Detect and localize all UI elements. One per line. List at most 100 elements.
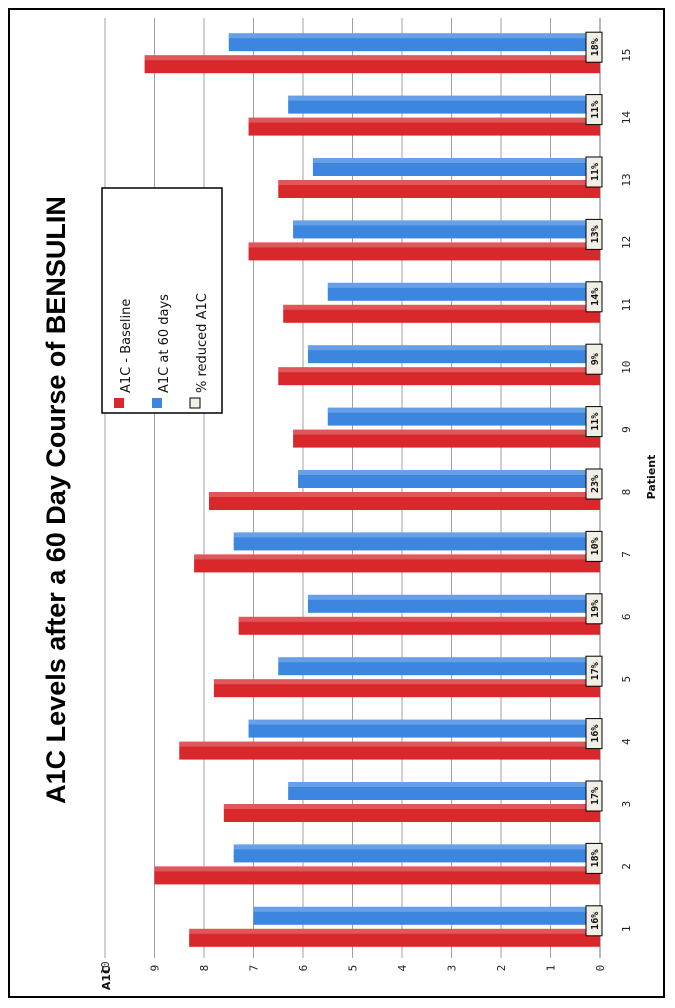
x-tick-label: 11 <box>620 298 633 311</box>
bar-baseline-highlight <box>189 928 600 934</box>
bar-baseline <box>208 492 600 510</box>
bar-baseline-highlight <box>278 367 600 373</box>
bar-baseline-highlight <box>248 242 601 248</box>
percent-label: 14% <box>590 288 601 306</box>
percent-label-box <box>585 842 603 874</box>
bar-sixty-days <box>233 532 600 551</box>
bars <box>144 33 601 947</box>
percent-labels: 16% 18% 17% 16% 17% 19% 10% 23% 11% 9% 14% 13% 11% 11… <box>585 31 603 937</box>
bar-sixty-days <box>298 470 600 488</box>
bar-baseline-highlight <box>208 492 600 497</box>
percent-label: 18% <box>590 849 601 867</box>
bar-sixty-days <box>293 220 600 239</box>
percent-label: 9% <box>590 353 601 365</box>
percent-label-box <box>585 780 603 812</box>
x-tick-label: 7 <box>620 551 633 558</box>
bar-sixty-days-highlight <box>293 220 600 226</box>
percent-label-box <box>585 156 603 188</box>
percent-label: 17% <box>590 787 601 805</box>
x-tick-label: 9 <box>620 426 633 433</box>
bar-baseline <box>278 367 600 386</box>
bar-sixty-days-highlight <box>233 844 600 850</box>
bar-baseline-highlight <box>213 679 600 685</box>
bar-baseline-highlight <box>278 180 600 185</box>
bar-baseline-highlight <box>238 616 600 622</box>
x-tick-label: 3 <box>620 801 633 808</box>
x-tick-label: 12 <box>620 236 633 249</box>
y-tick-label: 5 <box>347 965 360 972</box>
percent-label: 11% <box>590 413 601 431</box>
bar-sixty-days <box>307 594 600 613</box>
bar-sixty-days-highlight <box>288 95 600 101</box>
percent-label: 13% <box>590 225 601 243</box>
bar-baseline <box>213 679 600 698</box>
bar-baseline <box>293 429 600 448</box>
legend-label-sixty-days: A1C at 60 days <box>157 294 172 393</box>
legend-swatch-baseline <box>114 398 124 408</box>
bar-sixty-days <box>248 719 601 738</box>
bar-sixty-days-highlight <box>248 719 601 725</box>
x-tick-label: 14 <box>620 111 633 125</box>
percent-label: 16% <box>590 725 601 743</box>
bar-baseline-highlight <box>179 741 600 747</box>
percent-label: 23% <box>590 475 601 493</box>
percent-label: 18% <box>590 38 601 56</box>
percent-label: 17% <box>590 662 601 680</box>
legend-swatch-sixty-days <box>152 398 162 408</box>
chart-title: A1C Levels after a 60 Day Course of BENS… <box>41 196 71 804</box>
bar-baseline-highlight <box>154 866 600 872</box>
y-tick-label: 8 <box>198 965 211 972</box>
bar-baseline <box>154 866 600 885</box>
legend-box <box>101 187 223 414</box>
x-tick-label: 15 <box>620 49 633 62</box>
y-tick-label: 2 <box>495 965 508 972</box>
percent-label-box <box>585 530 603 562</box>
percent-label-box <box>585 94 603 126</box>
bar-sixty-days <box>288 95 600 114</box>
bar-baseline <box>179 741 600 760</box>
bar-baseline-highlight <box>283 304 600 310</box>
y-tick-label: 0 <box>594 965 607 972</box>
bar-sixty-days <box>278 657 600 676</box>
legend-label-percent: % reduced A1C <box>195 293 210 393</box>
percent-label-box <box>585 593 603 625</box>
y-tick-label: 6 <box>297 965 310 972</box>
bar-sixty-days <box>228 33 600 52</box>
bar-sixty-days-highlight <box>228 33 600 39</box>
bar-sixty-days <box>312 158 600 176</box>
x-tick-label: 5 <box>620 676 633 683</box>
x-tick-label: 1 <box>620 925 633 932</box>
percent-label-box <box>585 31 603 63</box>
y-tick-label: 9 <box>149 965 162 972</box>
percent-label: 19% <box>590 600 601 618</box>
y-tick-label: 3 <box>446 965 459 972</box>
percent-label-box <box>585 343 603 375</box>
bar-sixty-days-highlight <box>288 782 600 787</box>
bar-baseline-highlight <box>293 429 600 435</box>
bar-baseline <box>189 928 600 947</box>
percent-label-box <box>585 468 603 500</box>
bar-baseline-highlight <box>194 554 600 560</box>
bar-sixty-days <box>307 345 600 364</box>
bar-baseline-highlight <box>223 804 601 809</box>
bar-sixty-days-highlight <box>327 407 600 413</box>
bar-baseline <box>144 55 600 74</box>
x-axis-title: Patient <box>645 455 658 500</box>
bar-sixty-days-highlight <box>278 657 600 663</box>
bar-sixty-days-highlight <box>307 594 600 600</box>
bar-baseline <box>238 616 600 635</box>
y-tick-label: 7 <box>248 965 261 972</box>
bar-baseline <box>248 117 601 136</box>
x-tick-label: 8 <box>620 489 633 496</box>
bar-baseline <box>223 804 601 822</box>
y-tick-labels: 0 1 2 3 4 5 6 7 8 9 10 <box>99 961 607 974</box>
bar-baseline <box>194 554 600 573</box>
percent-label-box <box>585 718 603 750</box>
bar-sixty-days-highlight <box>253 906 600 912</box>
bar-sixty-days-highlight <box>327 282 600 288</box>
chart-frame: 16% 18% 17% 16% 17% 19% 10% 23% 11% 9% 14% 13% 11% 11… <box>8 8 665 998</box>
percent-label: 11% <box>590 163 601 181</box>
legend-label-baseline: A1C - Baseline <box>119 299 134 393</box>
bar-sixty-days-highlight <box>298 470 600 475</box>
